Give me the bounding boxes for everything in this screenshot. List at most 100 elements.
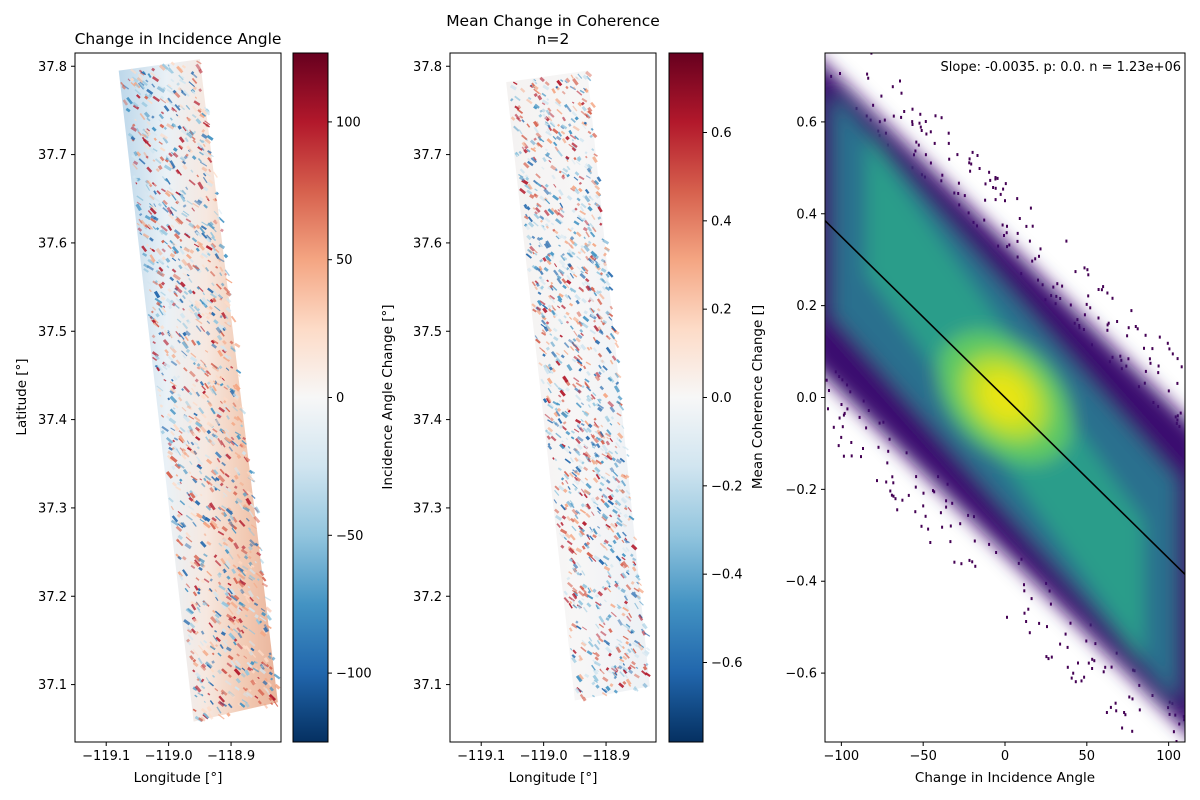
histogram-bin bbox=[1166, 341, 1169, 345]
texture-pixel bbox=[554, 485, 560, 491]
y-tick-label: 37.4 bbox=[38, 413, 67, 428]
texture-pixel bbox=[608, 585, 611, 588]
texture-pixel bbox=[189, 449, 198, 456]
texture-pixel bbox=[580, 343, 587, 351]
texture-pixel bbox=[159, 146, 166, 152]
texture-pixel bbox=[169, 381, 177, 387]
texture-pixel bbox=[221, 505, 227, 510]
texture-pixel bbox=[179, 245, 183, 249]
texture-pixel bbox=[206, 134, 214, 141]
texture-pixel bbox=[534, 211, 538, 215]
texture-pixel bbox=[622, 547, 628, 553]
texture-pixel bbox=[224, 300, 231, 307]
texture-pixel bbox=[620, 564, 626, 569]
texture-pixel bbox=[223, 562, 230, 570]
histogram-bin bbox=[867, 76, 870, 80]
texture-pixel bbox=[172, 375, 178, 381]
texture-pixel bbox=[617, 586, 621, 590]
histogram-bin bbox=[1124, 713, 1127, 717]
texture-pixel bbox=[569, 457, 574, 463]
histogram-bin bbox=[1134, 325, 1137, 328]
texture-pixel bbox=[158, 308, 164, 316]
texture-pixel bbox=[586, 386, 592, 392]
texture-pixel bbox=[204, 266, 210, 272]
texture-pixel bbox=[150, 217, 157, 224]
texture-pixel bbox=[212, 339, 219, 345]
texture-pixel bbox=[152, 356, 158, 361]
texture-pixel bbox=[226, 575, 231, 580]
texture-pixel bbox=[513, 81, 518, 86]
texture-pixel bbox=[231, 568, 237, 574]
texture-pixel bbox=[202, 292, 205, 296]
texture-pixel bbox=[517, 105, 522, 110]
texture-pixel bbox=[127, 78, 131, 82]
texture-pixel bbox=[196, 240, 204, 246]
texture-pixel bbox=[597, 533, 602, 538]
texture-pixel bbox=[239, 569, 246, 577]
texture-pixel bbox=[536, 306, 542, 311]
texture-pixel bbox=[167, 97, 173, 104]
texture-pixel bbox=[556, 86, 561, 91]
histogram-bin bbox=[837, 444, 840, 448]
texture-pixel bbox=[601, 585, 605, 589]
texture-pixel bbox=[548, 430, 554, 438]
texture-pixel bbox=[566, 195, 573, 201]
texture-pixel bbox=[600, 439, 605, 445]
texture-pixel bbox=[195, 391, 201, 397]
texture-pixel bbox=[591, 214, 596, 221]
texture-pixel bbox=[597, 431, 604, 439]
texture-pixel bbox=[151, 115, 155, 119]
texture-pixel bbox=[600, 368, 605, 373]
texture-pixel bbox=[246, 661, 253, 668]
texture-pixel bbox=[525, 176, 530, 181]
texture-pixel bbox=[225, 315, 229, 320]
texture-pixel bbox=[248, 650, 254, 656]
texture-pixel bbox=[218, 542, 223, 547]
texture-pixel bbox=[168, 497, 174, 503]
texture-pixel bbox=[614, 450, 619, 455]
texture-pixel bbox=[581, 105, 587, 112]
texture-pixel bbox=[566, 159, 569, 162]
texture-pixel bbox=[184, 587, 189, 593]
histogram-bin bbox=[1083, 313, 1086, 317]
texture-pixel bbox=[579, 693, 585, 699]
texture-pixel bbox=[242, 436, 246, 441]
texture-pixel bbox=[592, 674, 599, 683]
texture-pixel bbox=[201, 112, 207, 117]
texture-pixel bbox=[550, 281, 554, 285]
texture-pixel bbox=[223, 544, 231, 552]
texture-pixel bbox=[606, 436, 610, 440]
texture-pixel bbox=[550, 222, 555, 226]
texture-pixel bbox=[584, 378, 590, 383]
texture-pixel bbox=[201, 685, 206, 690]
texture-pixel bbox=[170, 61, 175, 66]
texture-pixel bbox=[227, 587, 233, 595]
texture-pixel bbox=[600, 424, 604, 428]
texture-pixel bbox=[196, 459, 204, 466]
texture-pixel bbox=[188, 419, 193, 424]
texture-pixel bbox=[573, 470, 581, 476]
texture-pixel bbox=[523, 162, 530, 169]
texture-pixel bbox=[591, 445, 596, 449]
texture-pixel bbox=[631, 566, 637, 572]
texture-pixel bbox=[571, 251, 576, 256]
texture-pixel bbox=[249, 596, 254, 602]
texture-pixel bbox=[544, 217, 551, 223]
histogram-bin bbox=[929, 541, 932, 544]
texture-pixel bbox=[156, 261, 159, 264]
texture-pixel bbox=[273, 701, 279, 707]
texture-pixel bbox=[139, 213, 143, 217]
texture-pixel bbox=[557, 318, 564, 324]
texture-pixel bbox=[251, 653, 257, 658]
texture-pixel bbox=[181, 64, 187, 69]
texture-pixel bbox=[594, 375, 601, 382]
texture-pixel bbox=[201, 693, 204, 697]
texture-pixel bbox=[171, 515, 179, 523]
texture-pixel bbox=[536, 202, 542, 208]
texture-pixel bbox=[590, 456, 595, 461]
texture-pixel bbox=[218, 216, 225, 224]
texture-pixel bbox=[224, 472, 230, 478]
texture-pixel bbox=[568, 557, 574, 563]
texture-pixel bbox=[607, 400, 615, 408]
texture-pixel bbox=[609, 332, 616, 340]
